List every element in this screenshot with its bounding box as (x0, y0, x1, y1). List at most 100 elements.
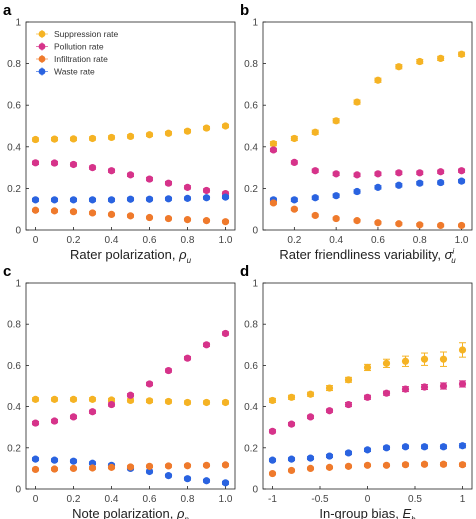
data-point (374, 76, 382, 84)
data-point (107, 196, 116, 204)
data-point (363, 363, 372, 372)
data-point (363, 393, 372, 401)
y-tick-label: 0.6 (244, 361, 258, 372)
data-point (126, 132, 135, 140)
data-point (126, 463, 135, 471)
data-point (202, 124, 211, 132)
data-point (50, 207, 59, 215)
data-point (221, 122, 230, 130)
data-point (164, 397, 173, 406)
data-point (457, 167, 466, 175)
data-point (183, 183, 192, 191)
x-axis-label-subscript: u (187, 256, 192, 265)
series-waste-rate (269, 177, 466, 204)
y-tick-label: 0 (252, 485, 258, 496)
x-axis-label-superscript: i (452, 247, 454, 256)
data-point (325, 463, 334, 471)
data-point (69, 208, 78, 216)
x-axis-label-subscript: n (184, 515, 189, 519)
data-point (50, 465, 59, 473)
y-tick-label: 0.4 (244, 402, 258, 413)
data-point (31, 206, 40, 214)
series-infiltration-rate (268, 460, 467, 478)
series-pollution-rate (31, 329, 230, 427)
x-tick-label: 0.8 (181, 494, 195, 505)
x-tick-label: 0.2 (67, 235, 81, 246)
data-point (395, 169, 403, 177)
legend-swatch-marker (38, 68, 46, 75)
data-point (374, 219, 382, 227)
series-suppression-rate (269, 50, 466, 148)
data-point (332, 170, 340, 178)
panel-d: d 0 0.2 0.4 0.6 0.8 1 -1 -0.5 0 0.5 1 In-group bias,… (240, 263, 473, 519)
data-point (69, 457, 78, 465)
data-point (145, 462, 154, 470)
x-tick-label: 1.0 (219, 494, 233, 505)
data-point (287, 455, 296, 463)
data-point (88, 209, 97, 217)
data-point (416, 221, 424, 229)
data-point (145, 213, 154, 222)
data-point (353, 187, 361, 196)
legend-swatch-marker (38, 30, 46, 38)
data-point (202, 477, 211, 485)
y-tick-label: 0.8 (244, 320, 258, 331)
data-point (269, 199, 278, 207)
data-point (420, 383, 429, 391)
data-point (202, 217, 211, 225)
data-point (344, 449, 353, 457)
data-point (107, 167, 116, 175)
data-point (183, 194, 192, 202)
y-tick-label: 0.2 (244, 184, 258, 195)
x-axis-label-text: Rater friendliness variability, (279, 247, 444, 262)
data-point (290, 134, 298, 143)
data-point (69, 395, 78, 403)
x-tick-label: 0.2 (67, 494, 81, 505)
data-point (107, 463, 116, 471)
data-point (311, 167, 319, 175)
series-suppression-rate (31, 395, 230, 407)
x-axis-label-text: In-group bias, (319, 506, 402, 519)
data-point (88, 395, 97, 403)
x-axis-label: In-group bias, Eh (319, 506, 416, 519)
data-point (221, 461, 230, 469)
x-axis-label-symbol: ρ (178, 247, 187, 262)
data-point (332, 214, 340, 223)
data-point (420, 460, 429, 468)
data-point (353, 98, 361, 106)
data-point (31, 135, 40, 144)
data-point (50, 395, 59, 403)
plot-frame (25, 282, 236, 490)
x-axis-label-symbol: E (402, 506, 411, 519)
data-point (69, 464, 78, 472)
data-point (126, 171, 135, 179)
data-point (202, 186, 211, 195)
series-pollution-rate (31, 159, 230, 198)
x-tick-label: 0 (365, 494, 371, 505)
data-point (268, 396, 277, 405)
data-point (183, 127, 192, 135)
data-point (69, 160, 78, 169)
data-point (382, 359, 391, 367)
data-point (69, 135, 78, 143)
data-point (202, 194, 211, 202)
data-point (269, 146, 278, 154)
data-point (88, 134, 97, 143)
data-point (126, 212, 135, 220)
x-tick-label: -1 (268, 494, 277, 505)
data-point (306, 454, 315, 462)
data-point (325, 407, 334, 415)
x-tick-label: 1.0 (219, 235, 233, 246)
panel-a: a 0 0.2 0.4 0.6 0.8 1 0 0.2 0.4 0.6 0.8 1.0 Rater pol… (3, 2, 236, 265)
data-point (311, 211, 319, 220)
data-point (145, 195, 154, 203)
data-point (458, 442, 467, 450)
data-point (458, 380, 467, 388)
y-tick-label: 0.8 (7, 59, 21, 70)
data-point (437, 54, 445, 63)
data-point (332, 192, 340, 200)
y-tick-label: 0.6 (244, 101, 258, 112)
panel-c: c 0 0.2 0.4 0.6 0.8 1 0 0.2 0.4 0.6 0.8 1.0 Note pola… (3, 263, 236, 519)
x-tick-label: 0.8 (181, 235, 195, 246)
